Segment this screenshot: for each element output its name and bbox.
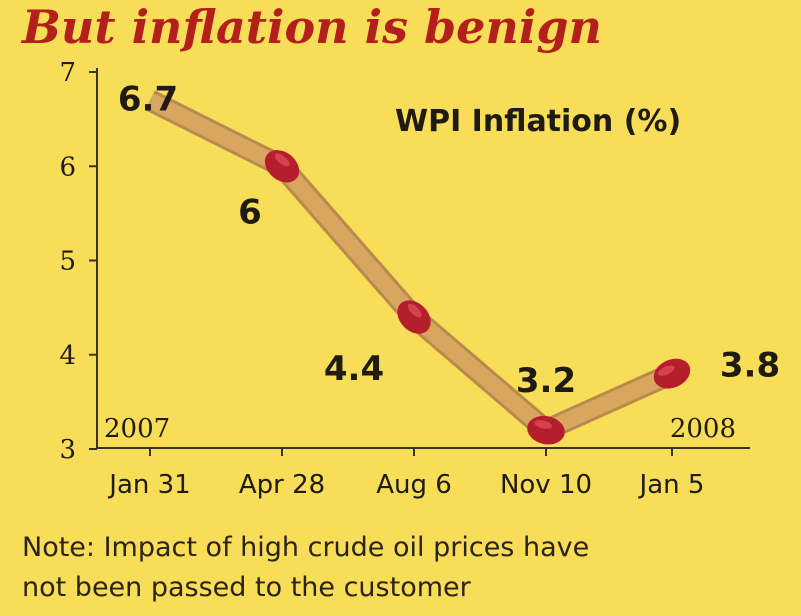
match-stick: [275, 160, 421, 323]
y-tick-label: 5: [59, 247, 76, 277]
match-head: [397, 300, 431, 334]
year-label-2008: 2008: [670, 414, 736, 444]
data-labels: 6.7 6 4.4 3.2 3.8: [118, 79, 780, 401]
data-label: 6.7: [118, 79, 178, 119]
x-tick-label: Jan 31: [107, 470, 190, 500]
y-tick-label: 3: [59, 435, 76, 465]
match-head: [264, 150, 300, 183]
match-stick: [408, 310, 552, 437]
y-tick-label: 4: [59, 341, 76, 371]
headline: But inflation is benign: [22, 0, 602, 54]
note-line-1: Note: Impact of high crude oil prices ha…: [22, 532, 590, 563]
x-axis-labels: Jan 31 Apr 28 Aug 6 Nov 10 Jan 5: [107, 448, 704, 500]
data-label: 4.4: [324, 349, 384, 389]
wpi-inflation-chart: WPI Inflation (%) 3 4 5 6 7 Jan 31 Apr 28 Aug …: [59, 58, 780, 500]
x-tick-label: Aug 6: [376, 470, 452, 500]
match-head-point: [397, 300, 431, 334]
x-tick-label: Jan 5: [638, 470, 705, 500]
match-head-point: [527, 415, 565, 445]
y-tick-label: 6: [59, 152, 76, 182]
match-head-point: [264, 150, 300, 183]
x-tick-label: Nov 10: [500, 470, 592, 500]
match-stick: [146, 93, 286, 174]
y-tick-label: 7: [59, 58, 76, 88]
data-label: 6: [238, 192, 262, 232]
axes: [96, 68, 750, 449]
data-label: 3.8: [720, 346, 780, 386]
match-head-point: [653, 358, 691, 389]
match-head-highlight: [274, 153, 290, 167]
year-label-2007: 2007: [104, 414, 170, 444]
match-head-highlight: [407, 303, 422, 318]
match-head-highlight: [534, 420, 552, 429]
match-head-highlight: [657, 365, 675, 376]
match-stick: [542, 366, 676, 438]
y-axis-ticks: 3 4 5 6 7: [59, 58, 97, 465]
note: Note: Impact of high crude oil prices ha…: [22, 528, 782, 608]
chart-title: WPI Inflation (%): [395, 104, 681, 139]
match-head: [653, 358, 691, 389]
note-line-2: not been passed to the customer: [22, 572, 471, 603]
wpi-series: [145, 90, 691, 445]
data-label: 3.2: [516, 361, 576, 401]
x-tick-label: Apr 28: [239, 470, 325, 500]
